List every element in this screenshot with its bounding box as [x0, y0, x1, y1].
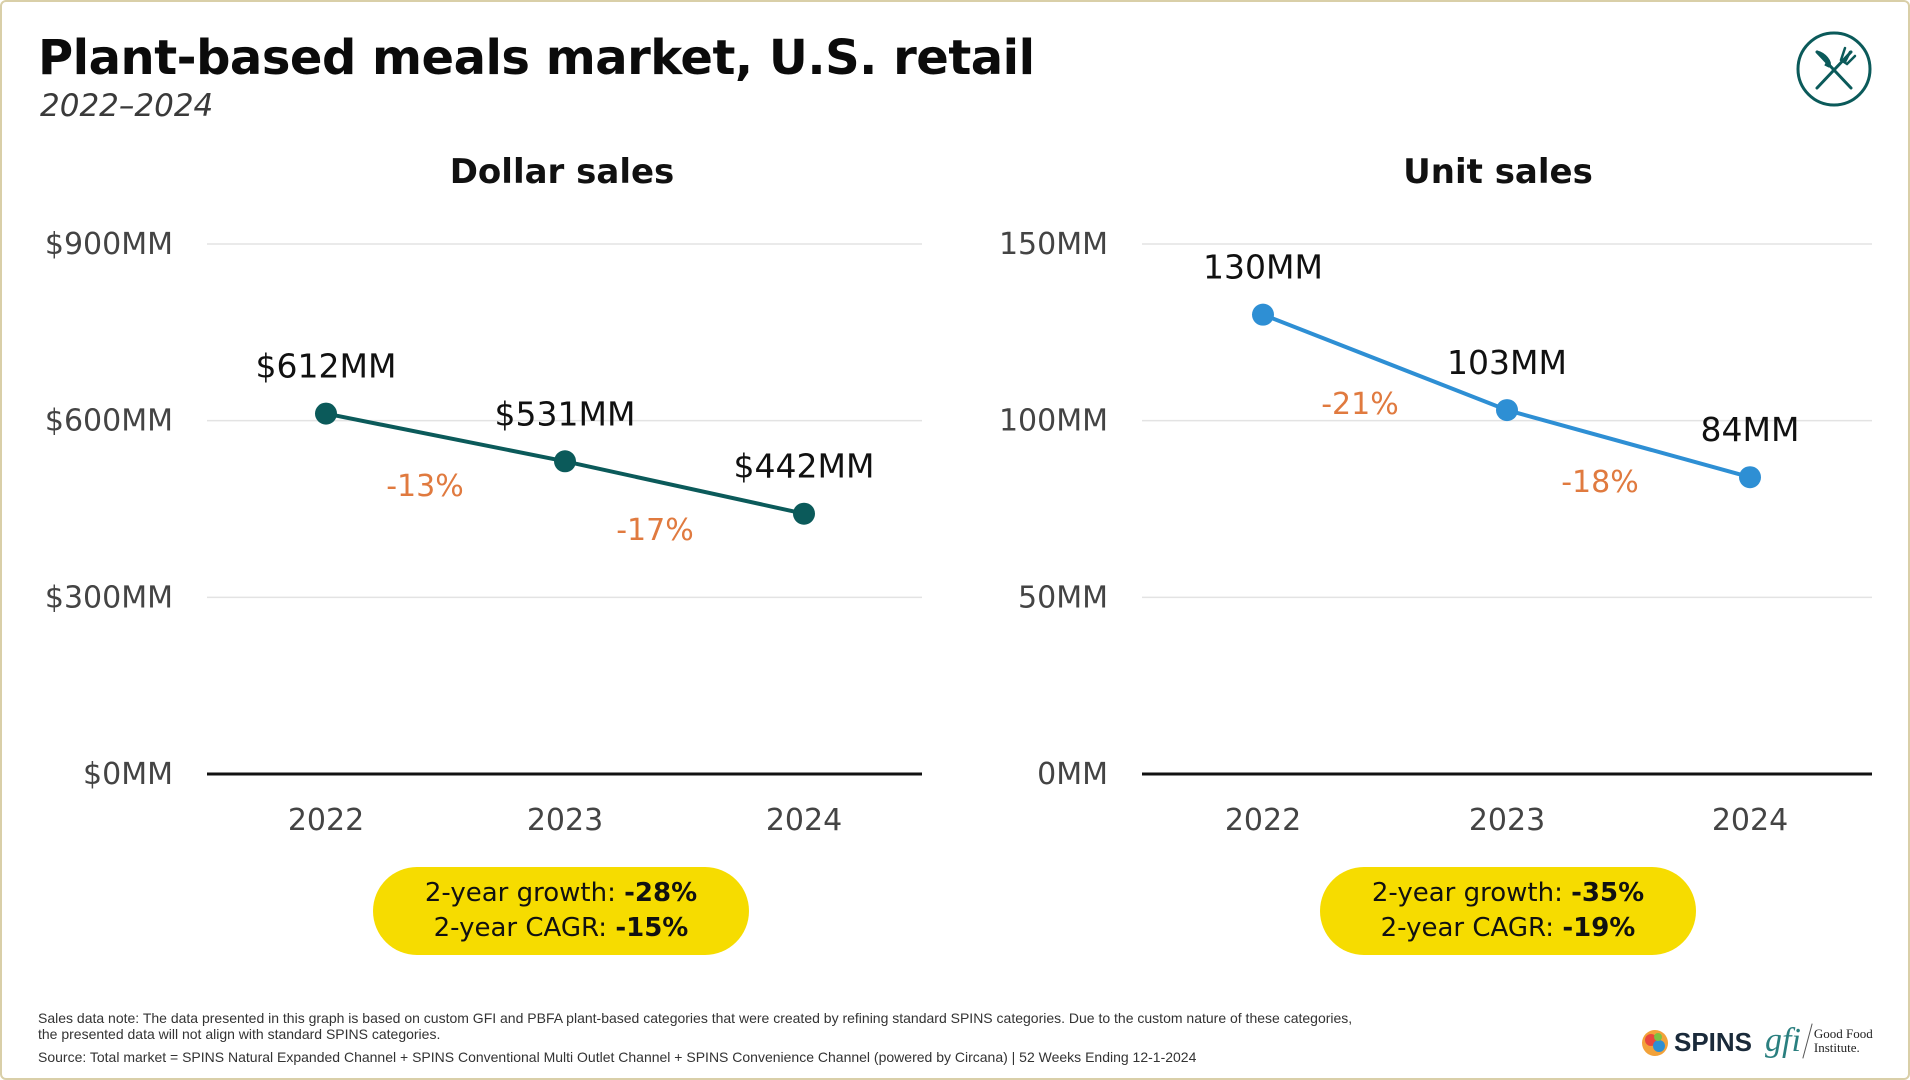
growth-value: -28% — [624, 878, 698, 908]
unit-y-tick-label: 150MM — [999, 227, 1108, 262]
dollar-data-point — [315, 402, 337, 425]
dollar-data-point — [793, 502, 815, 525]
growth-label: 2-year growth: — [424, 878, 616, 908]
gfi-divider — [1802, 1023, 1813, 1059]
sales-data-note-line2: the presented data will not align with s… — [38, 1026, 441, 1042]
unit-chart-title: Unit sales — [1403, 152, 1593, 192]
page-subtitle: 2022–2024 — [40, 88, 214, 124]
unit-change-label: -18% — [1561, 465, 1639, 500]
dollar-value-label: $531MM — [495, 394, 636, 433]
unit-x-tick-label: 2022 — [1225, 803, 1301, 838]
unit-y-tick-label: 50MM — [1018, 580, 1108, 615]
sales-data-note-line1: Sales data note: The data presented in t… — [38, 1010, 1353, 1026]
dollar-summary-pill: 2-year growth: -28% 2-year CAGR: -15% — [373, 867, 749, 955]
dollar-y-tick-label: $900MM — [45, 227, 173, 262]
gfi-mark: gfi — [1765, 1022, 1801, 1059]
unit-data-point — [1739, 466, 1761, 489]
gfi-logo: gfi Good Food Institute. — [1765, 1022, 1873, 1060]
unit-value-label: 84MM — [1701, 410, 1800, 449]
dollar-x-tick-label: 2024 — [766, 803, 842, 838]
cagr-value: -19% — [1562, 913, 1636, 943]
unit-y-tick-label: 0MM — [1037, 757, 1108, 792]
spins-globe-icon — [1642, 1029, 1668, 1056]
dollar-value-label: $442MM — [734, 447, 875, 486]
dollar-y-tick-label: $300MM — [45, 580, 173, 615]
dollar-chart-title: Dollar sales — [450, 152, 675, 192]
unit-y-tick-label: 100MM — [999, 404, 1108, 439]
unit-data-point — [1496, 399, 1518, 422]
spins-logo: SPINS — [1640, 1027, 1752, 1058]
growth-label: 2-year growth: — [1371, 878, 1563, 908]
fork-knife-crossed-icon — [1795, 30, 1873, 108]
unit-x-tick-label: 2024 — [1712, 803, 1788, 838]
dollar-change-label: -13% — [386, 469, 464, 504]
page-title: Plant-based meals market, U.S. retail — [38, 30, 1035, 86]
source-note: Source: Total market = SPINS Natural Exp… — [38, 1049, 1197, 1065]
unit-data-point — [1252, 303, 1274, 326]
dollar-value-label: $612MM — [256, 347, 397, 386]
unit-change-label: -21% — [1321, 387, 1399, 422]
cagr-value: -15% — [615, 913, 689, 943]
dollar-y-tick-label: $0MM — [83, 757, 173, 792]
dollar-y-tick-label: $600MM — [45, 404, 173, 439]
cagr-label: 2-year CAGR: — [1380, 913, 1555, 943]
footer-notes: Sales data note: The data presented in t… — [38, 1010, 1458, 1065]
dollar-change-label: -17% — [616, 513, 694, 548]
gfi-name: Good Food Institute. — [1813, 1026, 1873, 1055]
dollar-x-tick-label: 2022 — [288, 803, 364, 838]
unit-summary-pill: 2-year growth: -35% 2-year CAGR: -19% — [1320, 867, 1696, 955]
growth-value: -35% — [1571, 878, 1645, 908]
dollar-x-tick-label: 2023 — [527, 803, 603, 838]
unit-value-label: 130MM — [1203, 248, 1323, 287]
unit-x-tick-label: 2023 — [1469, 803, 1545, 838]
cagr-label: 2-year CAGR: — [433, 913, 608, 943]
dollar-data-point — [554, 450, 576, 473]
spins-logo-text: SPINS — [1674, 1027, 1753, 1057]
unit-value-label: 103MM — [1447, 343, 1567, 382]
